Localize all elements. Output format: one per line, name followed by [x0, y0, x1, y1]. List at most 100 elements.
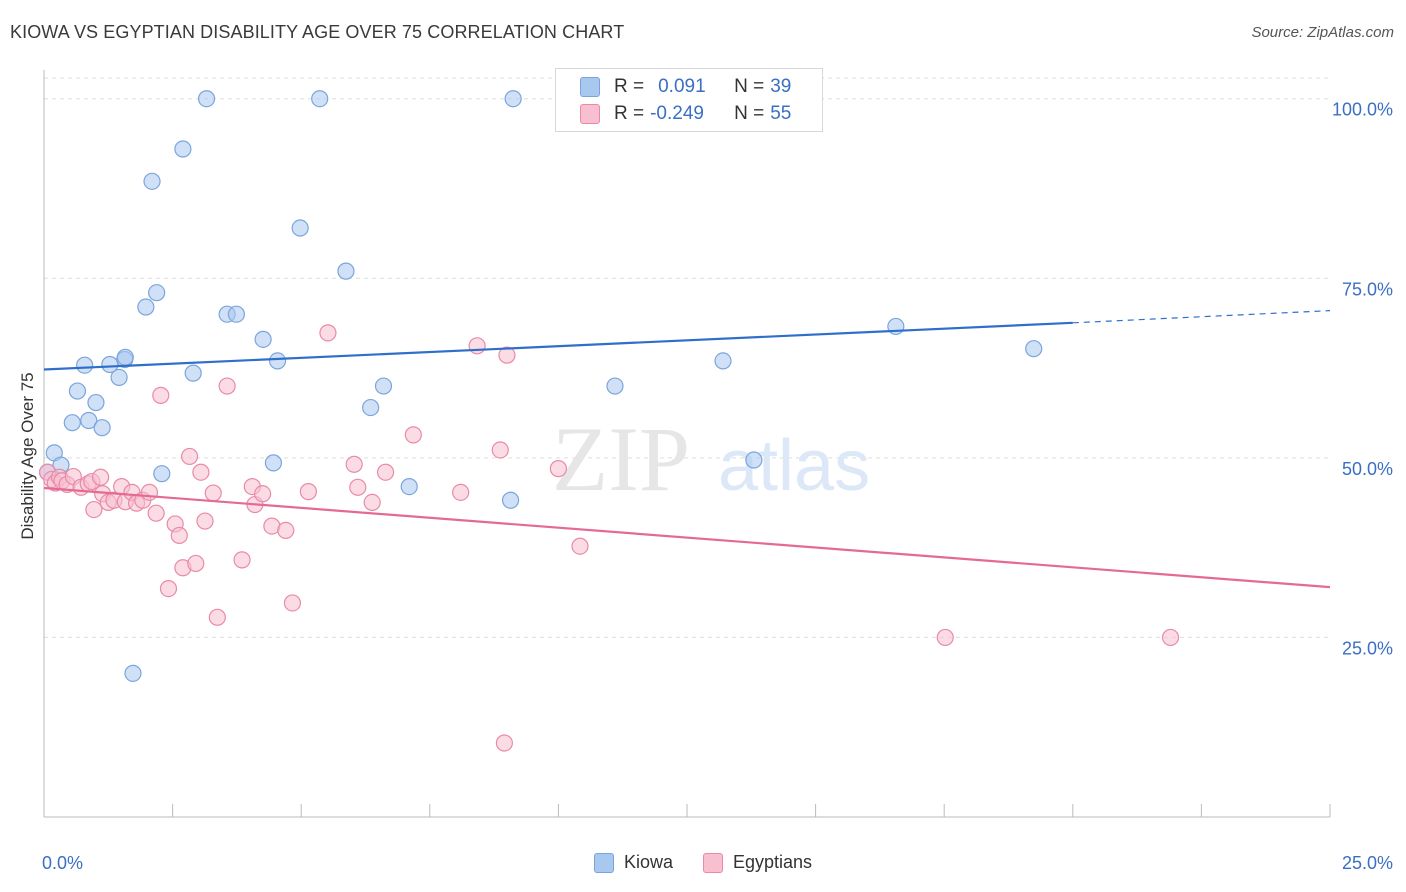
point-kiowa [745, 451, 763, 469]
point-kiowa [137, 298, 155, 316]
point-kiowa [1025, 340, 1043, 358]
n-label: N = [734, 103, 765, 124]
point-egyptians [571, 537, 589, 555]
point-kiowa [110, 368, 128, 387]
point-kiowa [606, 377, 624, 395]
point-egyptians [196, 512, 214, 530]
y-tick-label: 25.0% [1342, 638, 1393, 658]
point-egyptians [345, 455, 363, 473]
point-egyptians [468, 337, 486, 355]
point-kiowa [148, 284, 166, 302]
point-kiowa [76, 356, 94, 374]
point-egyptians [549, 460, 568, 478]
point-egyptians [152, 386, 170, 404]
legend-row-egyptians: R = -0.249 N = 55 [580, 102, 791, 126]
watermark-zip: ZIP [552, 408, 690, 510]
point-egyptians [319, 324, 337, 342]
point-egyptians [404, 426, 422, 444]
trend-lines [43, 310, 1331, 589]
kiowa-swatch [593, 852, 614, 873]
watermark-atlas: atlas [718, 426, 870, 506]
point-egyptians [1161, 628, 1180, 647]
point-egyptians [170, 526, 188, 545]
point-egyptians [192, 463, 210, 481]
point-egyptians [936, 628, 954, 647]
point-egyptians [495, 734, 513, 752]
n-value: 39 [770, 76, 792, 97]
point-kiowa [87, 393, 105, 412]
point-egyptians [277, 521, 295, 540]
r-value: -0.249 [650, 103, 704, 124]
x-tick-label: 0.0% [42, 853, 83, 873]
point-kiowa [143, 172, 161, 190]
point-kiowa [197, 90, 216, 108]
point-egyptians [283, 594, 302, 612]
point-kiowa [174, 140, 192, 158]
point-kiowa [714, 352, 732, 370]
point-egyptians [233, 551, 251, 569]
point-kiowa [80, 411, 98, 430]
source-attribution: Source: ZipAtlas.com [1251, 24, 1394, 41]
egyptians-swatch [702, 852, 723, 873]
point-kiowa [337, 262, 355, 280]
point-kiowa [254, 330, 272, 348]
point-kiowa [311, 90, 329, 108]
n-value: 55 [770, 103, 792, 124]
legend-label: Egyptians [732, 852, 813, 872]
correlation-legend: R = 0.091 N = 39 R = -0.249 N = 55 [555, 68, 823, 132]
point-kiowa [68, 382, 87, 400]
point-kiowa [374, 377, 393, 395]
trend-extension-kiowa [1072, 310, 1331, 324]
trend-line-kiowa [43, 321, 1073, 371]
point-egyptians [140, 483, 159, 501]
point-kiowa [501, 491, 520, 509]
point-kiowa [291, 219, 309, 237]
data-points [39, 90, 1180, 752]
axes [43, 70, 1331, 818]
point-egyptians [363, 493, 381, 511]
series-legend: Kiowa Egyptians [0, 852, 1406, 873]
point-egyptians [147, 504, 165, 522]
point-kiowa [153, 465, 171, 483]
point-egyptians [498, 346, 516, 364]
r-label: R = [614, 76, 645, 97]
point-kiowa [184, 364, 202, 382]
point-kiowa [63, 414, 81, 432]
point-egyptians [208, 608, 226, 626]
point-kiowa [116, 348, 134, 366]
point-kiowa [227, 305, 245, 323]
point-egyptians [349, 478, 367, 496]
point-egyptians [91, 468, 110, 486]
point-egyptians [204, 484, 222, 502]
legend-item-egyptians: Egyptians [702, 852, 813, 873]
point-egyptians [180, 447, 199, 466]
y-tick-label: 50.0% [1342, 459, 1393, 479]
y-axis-label: Disability Age Over 75 [18, 372, 37, 539]
point-egyptians [452, 483, 470, 501]
legend-row-kiowa: R = 0.091 N = 39 [580, 75, 791, 99]
point-kiowa [504, 90, 522, 108]
point-kiowa [268, 352, 287, 370]
point-kiowa [362, 398, 380, 417]
point-egyptians [254, 485, 272, 503]
r-label: R = [614, 103, 645, 124]
trend-line-egyptians [43, 486, 1331, 589]
legend-item-kiowa: Kiowa [593, 852, 673, 873]
point-kiowa [264, 454, 283, 472]
y-tick-label: 100.0% [1332, 100, 1393, 120]
axis-labels: 25.0% 50.0% 75.0% 100.0% 0.0% 25.0% Disability… [18, 100, 1393, 873]
kiowa-swatch [580, 77, 600, 97]
chart-title: KIOWA VS EGYPTIAN DISABILITY AGE OVER 75… [10, 22, 625, 42]
point-egyptians [376, 463, 395, 481]
point-kiowa [93, 419, 111, 437]
point-egyptians [491, 441, 509, 459]
point-egyptians [218, 377, 236, 395]
r-value: 0.091 [658, 76, 706, 97]
point-egyptians [85, 500, 103, 519]
n-label: N = [734, 76, 765, 97]
watermark: ZIP atlas [552, 408, 870, 510]
point-kiowa [400, 477, 418, 496]
x-tick-label: 25.0% [1342, 853, 1393, 873]
egyptians-swatch [580, 104, 600, 124]
